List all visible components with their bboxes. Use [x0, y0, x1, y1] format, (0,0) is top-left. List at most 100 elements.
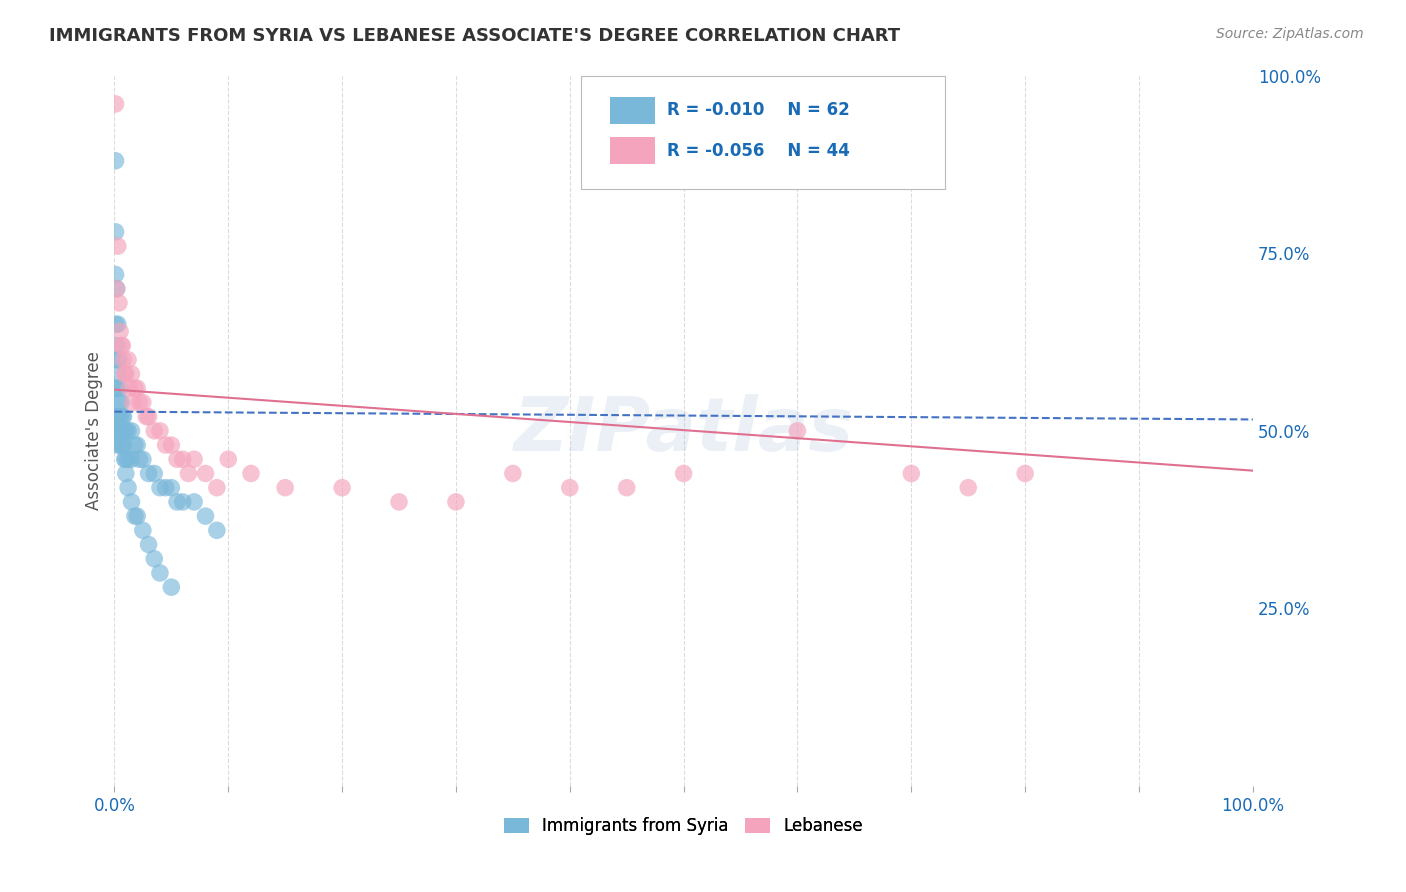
Point [112, 352, 135, 367]
Point [104, 225, 127, 239]
Point [786, 424, 808, 438]
Point [172, 452, 194, 467]
Text: R = -0.056    N = 44: R = -0.056 N = 44 [666, 142, 849, 160]
Point [105, 282, 128, 296]
Point [149, 424, 172, 438]
Point [121, 395, 143, 409]
Point [132, 395, 155, 409]
Point [104, 153, 127, 168]
Point [160, 580, 183, 594]
Point [117, 424, 139, 438]
Point [444, 495, 467, 509]
Point [111, 409, 134, 424]
FancyBboxPatch shape [610, 137, 655, 164]
Point [104, 268, 127, 282]
Point [121, 367, 143, 381]
Point [143, 551, 166, 566]
Point [166, 452, 188, 467]
Point [183, 495, 205, 509]
Point [172, 495, 194, 509]
Point [135, 409, 157, 424]
Point [104, 97, 127, 112]
FancyBboxPatch shape [610, 97, 655, 124]
Point [114, 452, 136, 467]
Point [138, 467, 160, 481]
Point [124, 438, 146, 452]
Point [128, 395, 150, 409]
Point [117, 452, 139, 467]
Point [194, 467, 217, 481]
Point [672, 467, 695, 481]
Point [155, 438, 177, 452]
Point [160, 481, 183, 495]
Point [132, 452, 155, 467]
Point [112, 409, 135, 424]
Point [117, 352, 139, 367]
Point [114, 367, 136, 381]
Point [240, 467, 263, 481]
Text: IMMIGRANTS FROM SYRIA VS LEBANESE ASSOCIATE'S DEGREE CORRELATION CHART: IMMIGRANTS FROM SYRIA VS LEBANESE ASSOCI… [49, 27, 900, 45]
Point [114, 452, 136, 467]
Point [104, 381, 127, 395]
Point [114, 424, 136, 438]
Point [108, 409, 131, 424]
Point [104, 424, 127, 438]
Point [502, 467, 524, 481]
Point [132, 524, 155, 538]
Point [183, 452, 205, 467]
Point [121, 424, 143, 438]
Text: Source: ZipAtlas.com: Source: ZipAtlas.com [1216, 27, 1364, 41]
Point [104, 409, 127, 424]
Point [124, 509, 146, 524]
Point [114, 467, 136, 481]
Point [388, 495, 411, 509]
Point [1014, 467, 1036, 481]
Point [105, 381, 128, 395]
FancyBboxPatch shape [581, 76, 945, 189]
Point [127, 381, 149, 395]
Point [105, 424, 128, 438]
Point [121, 495, 143, 509]
Point [108, 395, 131, 409]
Point [128, 452, 150, 467]
Point [118, 381, 141, 395]
Point [558, 481, 581, 495]
Point [166, 495, 188, 509]
Point [108, 352, 131, 367]
Point [138, 537, 160, 551]
Point [111, 438, 134, 452]
Point [108, 381, 131, 395]
Point [114, 367, 136, 381]
Point [110, 338, 132, 352]
Point [104, 352, 127, 367]
Point [194, 509, 217, 524]
Point [124, 381, 146, 395]
Point [127, 509, 149, 524]
Point [616, 481, 638, 495]
Point [330, 481, 353, 495]
Point [108, 324, 131, 338]
Text: R = -0.010    N = 62: R = -0.010 N = 62 [666, 101, 849, 119]
Legend: Immigrants from Syria, Lebanese: Immigrants from Syria, Lebanese [498, 811, 870, 842]
Point [205, 524, 228, 538]
Point [107, 317, 129, 331]
Point [149, 481, 172, 495]
Point [108, 296, 131, 310]
Point [900, 467, 922, 481]
Point [108, 424, 131, 438]
Point [105, 438, 128, 452]
Point [274, 481, 297, 495]
Point [108, 438, 131, 452]
Point [155, 481, 177, 495]
Point [957, 481, 980, 495]
Point [110, 424, 132, 438]
Point [107, 409, 129, 424]
Point [117, 481, 139, 495]
Point [114, 424, 136, 438]
Text: ZIPatlas: ZIPatlas [513, 394, 853, 467]
Point [143, 424, 166, 438]
Y-axis label: Associate's Degree: Associate's Degree [86, 351, 103, 510]
Point [127, 438, 149, 452]
Point [121, 452, 143, 467]
Point [105, 409, 128, 424]
